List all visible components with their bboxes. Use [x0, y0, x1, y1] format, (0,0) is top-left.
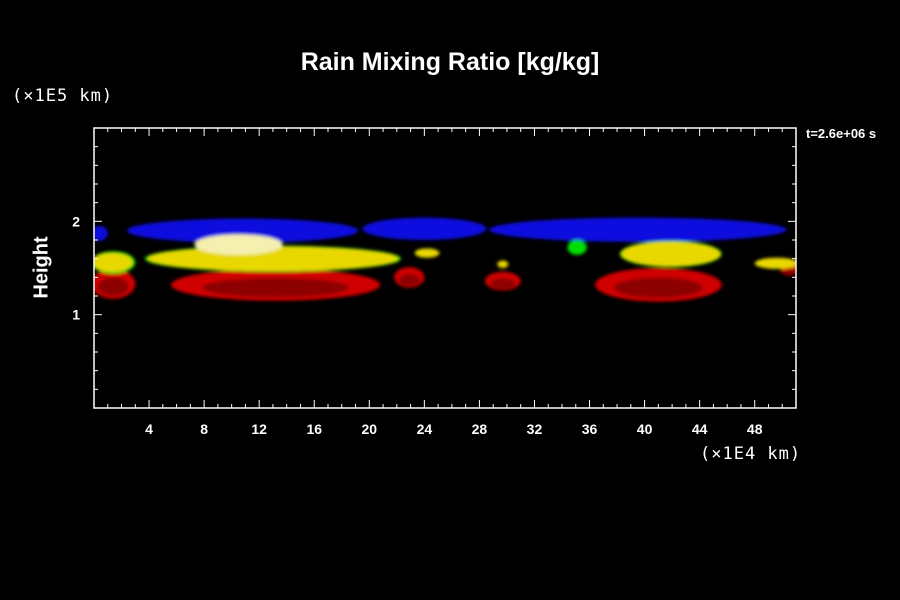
x-tick-label: 44	[692, 421, 708, 437]
x-tick-label: 36	[582, 421, 598, 437]
x-tick-label: 48	[747, 421, 763, 437]
x-tick-label: 28	[472, 421, 488, 437]
region-core	[490, 278, 516, 290]
x-tick-label: 24	[417, 421, 433, 437]
region-yellow	[621, 241, 721, 267]
region-blue	[489, 217, 787, 242]
x-tick-label: 16	[306, 421, 322, 437]
region-yellow	[497, 260, 509, 268]
y-tick-label: 2	[72, 213, 80, 229]
x-tick-label: 40	[637, 421, 653, 437]
region-core	[783, 269, 795, 277]
x-tick-label: 4	[145, 421, 153, 437]
region-core	[202, 278, 349, 298]
x-axis-unit: (×1E4 km)	[700, 444, 802, 464]
region-core	[97, 277, 129, 296]
y-axis-unit: (×1E5 km)	[12, 86, 114, 106]
y-tick-label: 1	[72, 307, 80, 323]
region-pale	[194, 234, 283, 255]
time-annotation: t=2.6e+06 s	[806, 126, 877, 141]
region-blue	[94, 226, 108, 241]
region-blue	[127, 218, 359, 243]
region-yellow	[94, 253, 133, 272]
region-yellow	[147, 246, 399, 271]
region-yellow	[754, 257, 796, 269]
x-tick-label: 12	[251, 421, 267, 437]
x-tick-label: 8	[200, 421, 208, 437]
region-core	[614, 277, 703, 298]
chart-title: Rain Mixing Ratio [kg/kg]	[300, 48, 600, 76]
region-core	[398, 273, 420, 287]
region-blue	[362, 217, 487, 240]
x-tick-label: 20	[362, 421, 378, 437]
region-green	[567, 240, 587, 255]
region-yellow	[414, 248, 440, 258]
x-tick-label: 32	[527, 421, 543, 437]
plot-frame	[93, 127, 797, 409]
